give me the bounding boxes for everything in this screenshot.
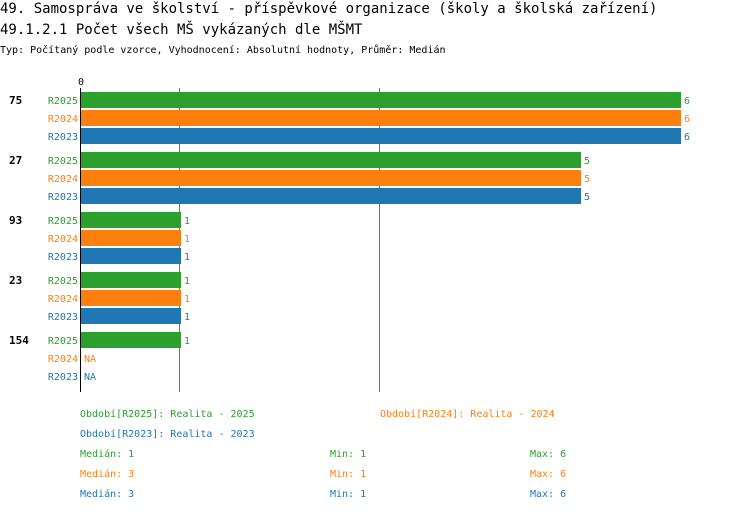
- series-label: R2024: [48, 114, 78, 125]
- legend-entry: Období[R2023]: Realita - 2023: [80, 428, 255, 440]
- x-tick-label: 0: [78, 77, 84, 88]
- bar: [81, 332, 181, 348]
- data-label: 6: [684, 114, 690, 125]
- series-label: R2023: [48, 132, 78, 143]
- data-label: 1: [184, 294, 190, 305]
- page-subtitle: Typ: Počítaný podle vzorce, Vyhodnocení:…: [0, 44, 446, 56]
- bar: [81, 272, 181, 288]
- data-label: 6: [684, 132, 690, 143]
- bar: [81, 212, 181, 228]
- series-label: R2024: [48, 234, 78, 245]
- data-label: 6: [684, 96, 690, 107]
- data-label: 1: [184, 234, 190, 245]
- data-label: 1: [184, 312, 190, 323]
- series-label: R2023: [48, 192, 78, 203]
- series-label: R2024: [48, 294, 78, 305]
- series-label: R2023: [48, 312, 78, 323]
- category-label: 23: [9, 274, 22, 287]
- data-label: 1: [184, 336, 190, 347]
- stat-min: Min: 1: [330, 489, 366, 500]
- data-label: NA: [84, 354, 96, 365]
- stat-median: Medián: 3: [80, 468, 134, 480]
- data-label: 5: [584, 174, 590, 185]
- plot-area: 0 75 R2025 6 R2024 6 R2023 6 27 R2025 5 R2024 5 R2023…: [9, 77, 690, 392]
- data-label: 5: [584, 192, 590, 203]
- data-label: 1: [184, 276, 190, 287]
- data-label: 5: [584, 156, 590, 167]
- data-label: NA: [84, 372, 96, 383]
- stat-min: Min: 1: [330, 469, 366, 480]
- stat-median: Medián: 1: [80, 448, 134, 460]
- page-title-line2: 49.1.2.1 Počet všech MŠ vykázaných dle M…: [0, 20, 363, 38]
- stat-min: Min: 1: [330, 449, 366, 460]
- stats-table: Medián: 1 Min: 1 Max: 6 Medián: 3 Min: 1 Max:…: [80, 448, 566, 500]
- stat-median: Medián: 3: [80, 488, 134, 500]
- bar: [81, 92, 681, 108]
- legend-entry: Období[R2024]: Realita - 2024: [380, 408, 555, 420]
- data-label: 1: [184, 252, 190, 263]
- page-title-line1: 49. Samospráva ve školství - příspěvkové…: [0, 1, 657, 17]
- series-label: R2025: [48, 276, 78, 287]
- series-label: R2025: [48, 96, 78, 107]
- series-label: R2024: [48, 174, 78, 185]
- legend: Období[R2025]: Realita - 2025 Období[R202…: [80, 408, 555, 440]
- bar: [81, 152, 581, 168]
- data-label: 1: [184, 216, 190, 227]
- series-label: R2025: [48, 216, 78, 227]
- category-label: 27: [9, 154, 22, 167]
- legend-entry: Období[R2025]: Realita - 2025: [80, 408, 255, 420]
- stat-max: Max: 6: [530, 489, 566, 500]
- bar: [81, 128, 681, 144]
- series-label: R2023: [48, 252, 78, 263]
- stat-max: Max: 6: [530, 449, 566, 460]
- category-label: 93: [9, 214, 22, 227]
- bar: [81, 230, 181, 246]
- bar: [81, 170, 581, 186]
- bar: [81, 188, 581, 204]
- category-label: 75: [9, 94, 22, 107]
- bar: [81, 308, 181, 324]
- bar: [81, 110, 681, 126]
- series-label: R2025: [48, 336, 78, 347]
- series-label: R2024: [48, 354, 78, 365]
- bar: [81, 290, 181, 306]
- category-label: 154: [9, 334, 29, 347]
- bar: [81, 248, 181, 264]
- series-label: R2025: [48, 156, 78, 167]
- series-label: R2023: [48, 372, 78, 383]
- stat-max: Max: 6: [530, 469, 566, 480]
